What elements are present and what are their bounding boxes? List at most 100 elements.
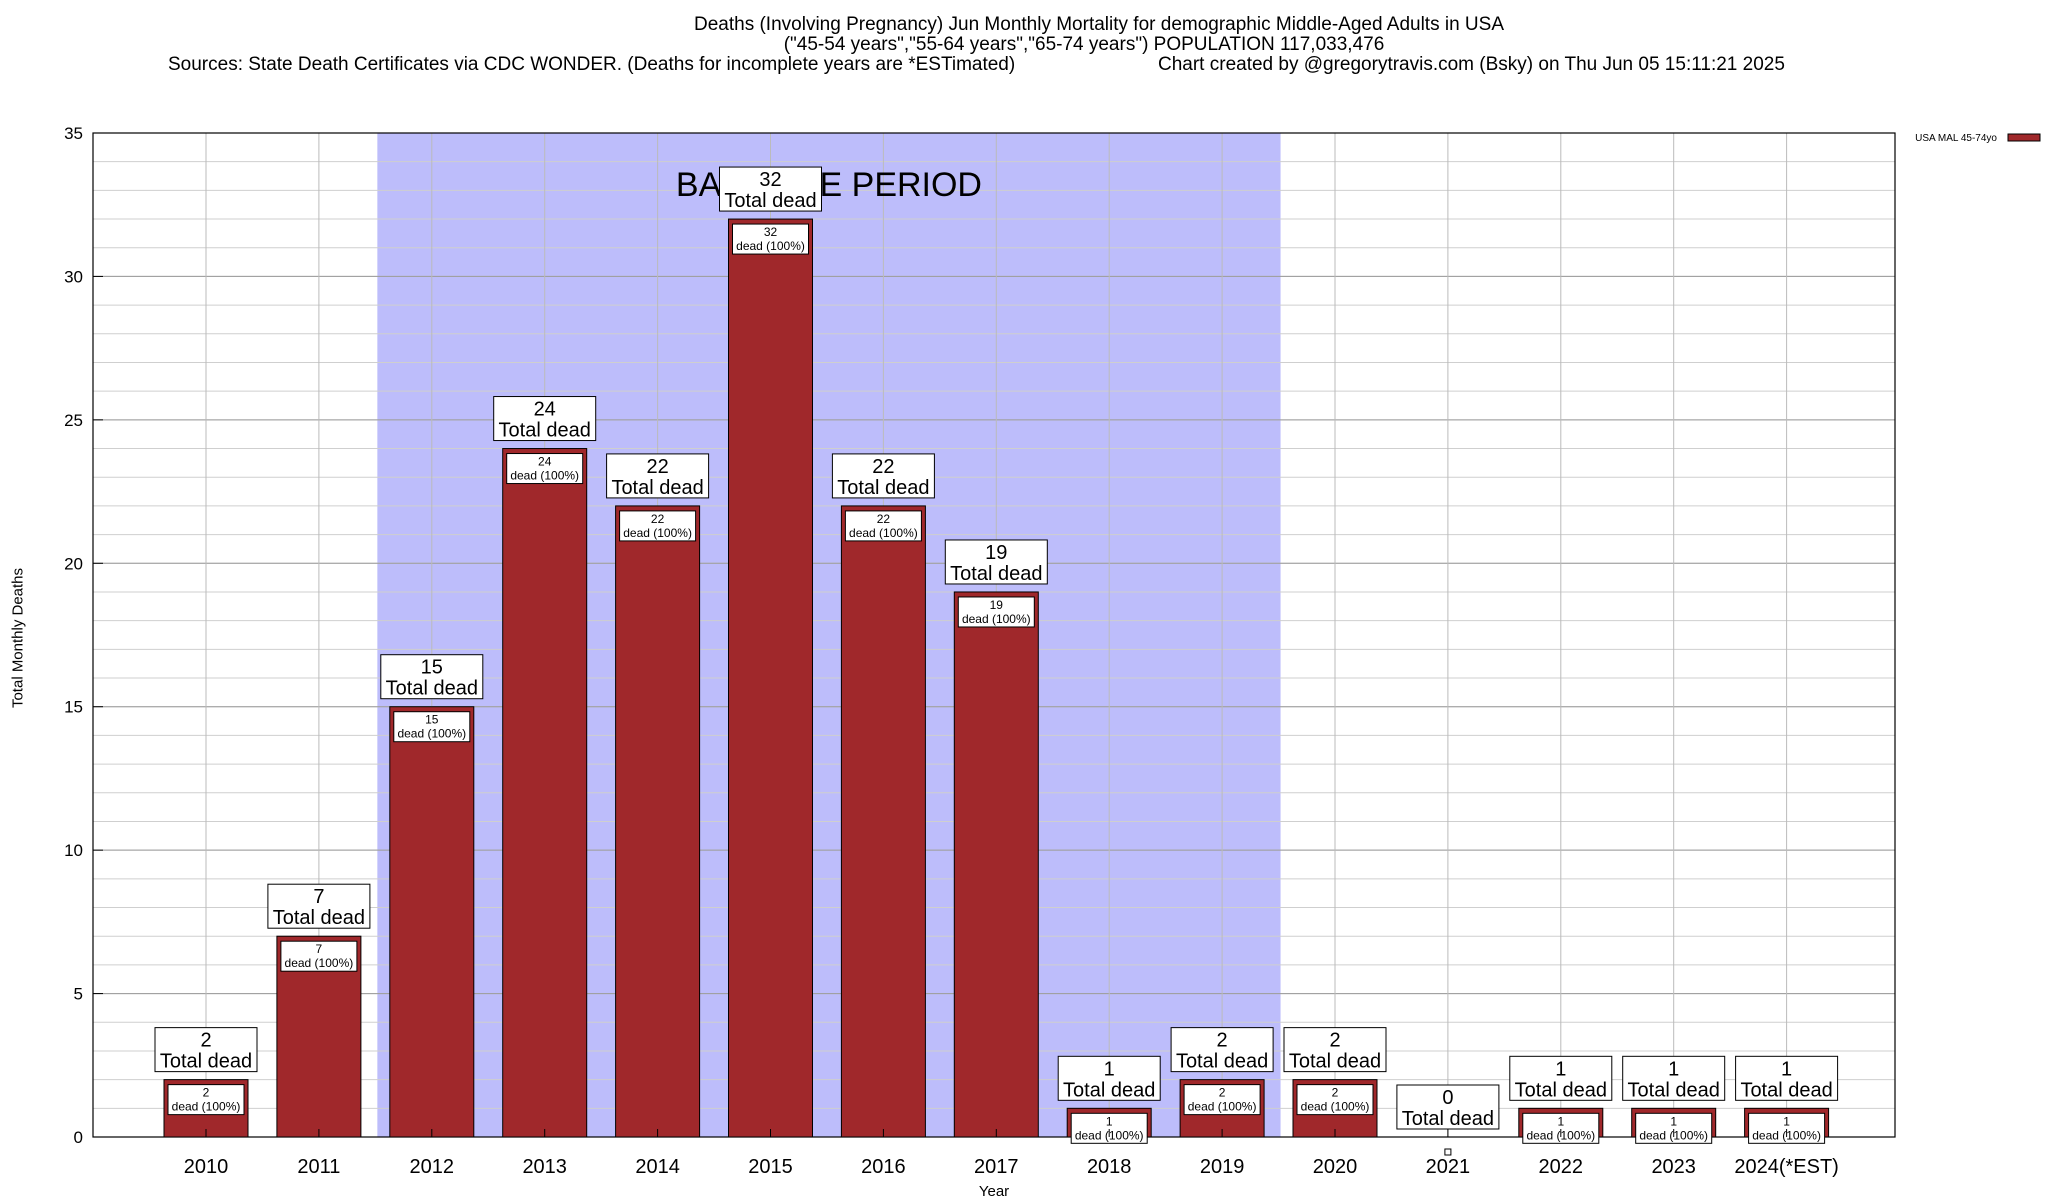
x-tick-label: 2021 bbox=[1426, 1156, 1471, 1178]
bar-total-value: 19 bbox=[985, 542, 1007, 564]
bar-total-label: Total dead bbox=[611, 477, 703, 499]
chart-title: Deaths (Involving Pregnancy) Jun Monthly… bbox=[694, 14, 1504, 35]
bar-inner-value: 1 bbox=[1106, 1114, 1113, 1128]
bar-total-label-box bbox=[154, 1027, 258, 1073]
bar-inner-label-box bbox=[844, 510, 922, 542]
bar-inner-value: 1 bbox=[1557, 1114, 1564, 1128]
x-tick-label: 2012 bbox=[410, 1156, 455, 1178]
bar-total-label: Total dead bbox=[160, 1051, 252, 1073]
x-tick-label: 2013 bbox=[522, 1156, 567, 1178]
bar-inner-label-box bbox=[732, 223, 809, 255]
x-tick-label: 2017 bbox=[974, 1156, 1019, 1178]
bar-inner-label-box bbox=[393, 711, 471, 743]
bar-inner-label-box bbox=[1296, 1084, 1374, 1116]
bar-total-value: 0 bbox=[1442, 1087, 1453, 1109]
bar-total-value: 7 bbox=[313, 886, 324, 908]
bar-inner-label: dead (100%) bbox=[962, 612, 1031, 626]
bar bbox=[389, 706, 475, 1138]
bar-total-label-box bbox=[1057, 1055, 1161, 1101]
bar-inner-label-box bbox=[1635, 1112, 1713, 1144]
y-tick-label: 10 bbox=[64, 841, 83, 860]
bar-inner-label: dead (100%) bbox=[172, 1100, 241, 1114]
x-axis-label: Year bbox=[979, 1183, 1009, 1200]
bar-total-label: Total dead bbox=[1515, 1079, 1607, 1101]
bar-total-label: Total dead bbox=[724, 190, 816, 212]
y-tick-label: 15 bbox=[64, 698, 83, 717]
bar-total-label: Total dead bbox=[1176, 1051, 1268, 1073]
bar-total-label-box bbox=[380, 654, 484, 700]
bar-total-label: Total dead bbox=[273, 907, 365, 929]
y-tick-label: 5 bbox=[74, 985, 83, 1004]
bar bbox=[953, 591, 1039, 1138]
bar-inner-label-box bbox=[1070, 1112, 1148, 1144]
bar-total-value: 2 bbox=[200, 1030, 211, 1052]
bar-total-value: 1 bbox=[1781, 1058, 1792, 1080]
bar-total-label: Total dead bbox=[386, 678, 478, 700]
bar-inner-value: 22 bbox=[651, 512, 665, 526]
bar-total-label-box bbox=[1735, 1055, 1839, 1101]
bar-inner-value: 22 bbox=[877, 512, 891, 526]
bar-inner-label-box bbox=[1183, 1084, 1261, 1116]
bar-total-value: 22 bbox=[646, 456, 668, 478]
bar-total-label-box bbox=[831, 453, 935, 499]
bar-inner-label-box bbox=[1748, 1112, 1826, 1144]
bar-inner-value: 32 bbox=[764, 225, 778, 239]
x-tick-label: 2019 bbox=[1200, 1156, 1245, 1178]
x-tick-label: 2016 bbox=[861, 1156, 906, 1178]
bar bbox=[615, 505, 701, 1138]
y-tick-label: 0 bbox=[74, 1128, 83, 1147]
bar-total-label-box bbox=[606, 453, 710, 499]
bar-inner-value: 24 bbox=[538, 455, 552, 469]
bar-inner-label: dead (100%) bbox=[397, 727, 466, 741]
bar-inner-value: 7 bbox=[316, 942, 323, 956]
bar-inner-value: 15 bbox=[425, 713, 439, 727]
bar-inner-label: dead (100%) bbox=[1301, 1100, 1370, 1114]
bar bbox=[840, 505, 926, 1138]
bar-total-value: 2 bbox=[1329, 1030, 1340, 1052]
bar-inner-label: dead (100%) bbox=[1188, 1100, 1257, 1114]
bar-total-value: 1 bbox=[1104, 1058, 1115, 1080]
bar-total-value: 1 bbox=[1668, 1058, 1679, 1080]
zero-marker bbox=[1444, 1148, 1452, 1156]
bar-total-label-box bbox=[1170, 1027, 1274, 1073]
bar-total-value: 1 bbox=[1555, 1058, 1566, 1080]
bar-inner-label: dead (100%) bbox=[510, 469, 579, 483]
chart-sources: Sources: State Death Certificates via CD… bbox=[168, 54, 1016, 75]
bar-total-label: Total dead bbox=[1063, 1079, 1155, 1101]
bar-total-label-box bbox=[1283, 1027, 1387, 1073]
bar-total-label: Total dead bbox=[837, 477, 929, 499]
bar-inner-value: 19 bbox=[990, 598, 1004, 612]
x-tick-label: 2023 bbox=[1651, 1156, 1696, 1178]
x-tick-label: 2015 bbox=[748, 1156, 793, 1178]
bar-total-label-box bbox=[493, 396, 597, 442]
bar-total-label-box bbox=[1622, 1055, 1726, 1101]
bar-inner-label-box bbox=[167, 1084, 245, 1116]
y-tick-label: 25 bbox=[64, 411, 83, 430]
bar-total-value: 2 bbox=[1217, 1030, 1228, 1052]
bar-inner-value: 2 bbox=[203, 1086, 210, 1100]
bar bbox=[502, 448, 588, 1138]
bar-total-value: 32 bbox=[759, 169, 781, 191]
bar-inner-label-box bbox=[619, 510, 697, 542]
y-tick-label: 35 bbox=[64, 124, 83, 143]
bar-inner-value: 2 bbox=[1332, 1086, 1339, 1100]
bar-inner-value: 1 bbox=[1670, 1114, 1677, 1128]
bar-total-label: Total dead bbox=[1402, 1108, 1494, 1130]
bar-total-label: Total dead bbox=[1740, 1079, 1832, 1101]
y-tick-label: 20 bbox=[64, 554, 83, 573]
x-tick-label: 2010 bbox=[184, 1156, 229, 1178]
bar-total-value: 22 bbox=[872, 456, 894, 478]
bar-inner-label: dead (100%) bbox=[285, 956, 354, 970]
bar-total-label-box bbox=[944, 539, 1048, 585]
chart-credit: Chart created by @gregorytravis.com (Bsk… bbox=[1158, 54, 1785, 75]
x-tick-label: 2014 bbox=[635, 1156, 680, 1178]
bar-total-label-box bbox=[267, 883, 371, 929]
bar-total-label-box bbox=[1509, 1055, 1613, 1101]
bar-inner-label-box bbox=[1522, 1112, 1600, 1144]
bar-inner-label-box bbox=[506, 453, 584, 485]
x-tick-label: 2018 bbox=[1087, 1156, 1132, 1178]
x-tick-label: 2022 bbox=[1539, 1156, 1584, 1178]
chart-subtitle: ("45-54 years","55-64 years","65-74 year… bbox=[783, 34, 1385, 55]
bar-inner-label-box bbox=[280, 940, 358, 972]
